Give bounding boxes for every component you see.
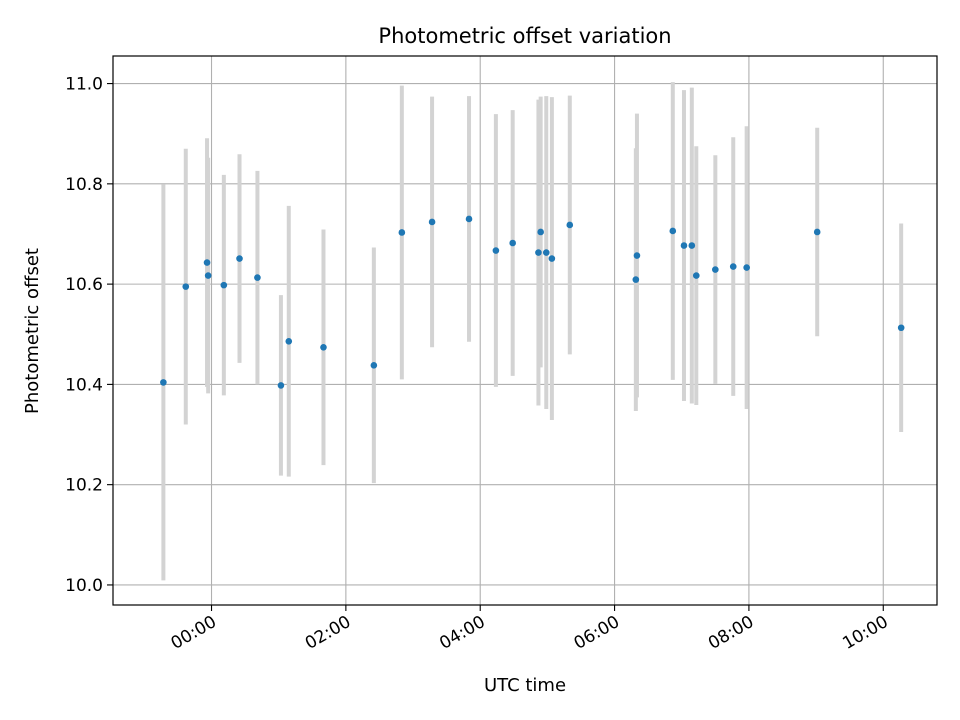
x-axis: 00:00 02:00 04:00 06:00 08:00 10:00 <box>168 605 892 654</box>
data-point <box>398 229 406 236</box>
data-point <box>285 337 293 345</box>
data-point <box>712 266 719 273</box>
data-point <box>813 228 821 236</box>
grid <box>113 56 937 605</box>
y-tick-label: 11.0 <box>65 75 103 95</box>
y-tick-label: 10.8 <box>65 175 103 195</box>
data-point <box>160 379 167 386</box>
data-point <box>428 218 436 226</box>
data-point <box>537 228 544 236</box>
data-point <box>220 281 228 289</box>
data-points <box>160 215 905 389</box>
y-tick-label: 10.6 <box>65 275 103 295</box>
data-point <box>204 272 212 279</box>
data-point <box>897 324 905 332</box>
x-axis-label: UTC time <box>484 675 566 696</box>
y-axis-label: Photometric offset <box>22 248 43 414</box>
data-point <box>370 362 378 369</box>
x-tick-label: 06:00 <box>571 612 623 654</box>
x-tick-label: 10:00 <box>839 612 891 654</box>
y-tick-label: 10.4 <box>65 375 103 395</box>
data-point <box>277 382 285 389</box>
chart-title: Photometric offset variation <box>378 24 671 48</box>
y-tick-label: 10.2 <box>65 476 103 496</box>
plot-frame <box>112 55 938 606</box>
data-point <box>535 249 542 256</box>
x-tick-label: 04:00 <box>436 612 488 654</box>
data-point <box>692 272 700 279</box>
data-point <box>632 276 640 283</box>
data-point <box>320 343 327 351</box>
data-point <box>236 255 243 262</box>
data-point <box>743 264 750 271</box>
data-point <box>566 221 574 229</box>
data-point <box>203 259 211 266</box>
data-point <box>548 255 556 262</box>
x-tick-label: 00:00 <box>168 612 220 654</box>
data-point <box>182 283 190 290</box>
error-bars <box>161 82 904 581</box>
data-point <box>465 215 473 223</box>
y-axis: 10.0 10.2 10.4 10.6 10.8 11.0 <box>65 75 113 596</box>
data-point <box>254 274 261 281</box>
x-tick-label: 02:00 <box>302 612 354 654</box>
data-point <box>509 239 516 247</box>
x-tick-label: 08:00 <box>705 612 757 654</box>
data-point <box>542 249 550 256</box>
data-point <box>688 242 696 249</box>
data-point <box>680 242 688 249</box>
data-point <box>633 252 641 259</box>
data-point <box>492 247 500 254</box>
data-point <box>669 227 677 235</box>
y-tick-label: 10.0 <box>65 576 103 596</box>
data-point <box>729 263 737 270</box>
